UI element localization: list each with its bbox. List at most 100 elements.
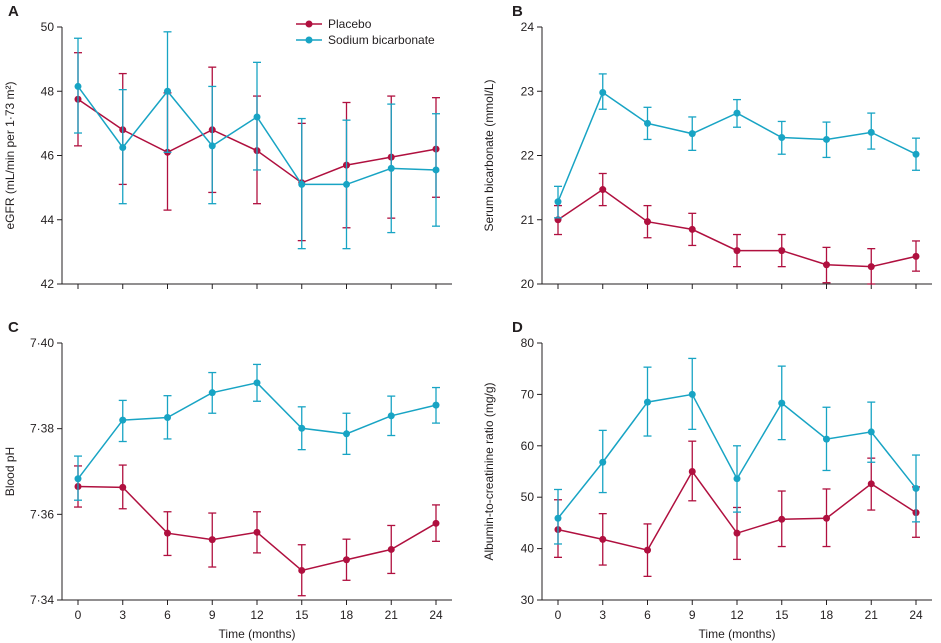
y-tick-label-a: 50 xyxy=(41,20,55,34)
panel-letter-b: B xyxy=(512,3,523,20)
y-tick-label-b: 24 xyxy=(521,20,535,34)
x-tick-label-c: 15 xyxy=(295,608,309,622)
data-point-placebo-c xyxy=(164,529,171,537)
data-point-placebo-b xyxy=(688,225,696,233)
y-tick-label-b: 23 xyxy=(521,84,535,98)
data-point-bicarbonate-a xyxy=(432,166,440,174)
x-tick-label-c: 12 xyxy=(250,608,264,622)
y-axis-title-c: Blood pH xyxy=(3,447,17,496)
data-point-placebo-b xyxy=(599,186,607,194)
data-point-placebo-b xyxy=(778,247,786,255)
data-point-bicarbonate-d xyxy=(778,399,786,407)
data-point-bicarbonate-c xyxy=(74,475,82,483)
data-point-bicarbonate-d xyxy=(599,458,607,466)
y-tick-label-c: 7·38 xyxy=(30,422,54,436)
data-point-bicarbonate-c xyxy=(253,379,261,387)
data-point-placebo-c xyxy=(343,556,350,564)
data-point-bicarbonate-a xyxy=(119,143,127,151)
y-tick-label-a: 48 xyxy=(41,84,55,98)
legend-swatch-marker-placebo xyxy=(305,20,313,28)
data-point-bicarbonate-a xyxy=(208,142,216,150)
x-tick-label-d: 6 xyxy=(644,608,651,622)
data-point-bicarbonate-d xyxy=(823,435,830,443)
data-point-bicarbonate-b xyxy=(554,198,562,206)
x-tick-label-c: 18 xyxy=(340,608,354,622)
x-axis-title-c: Time (months) xyxy=(219,627,296,641)
data-point-bicarbonate-c xyxy=(298,424,306,432)
x-tick-label-d: 0 xyxy=(555,608,562,622)
data-point-placebo-c xyxy=(253,528,261,536)
data-point-placebo-d xyxy=(733,529,741,537)
data-point-placebo-b xyxy=(867,263,875,271)
data-point-bicarbonate-b xyxy=(867,128,875,136)
x-axis-title-d: Time (months) xyxy=(699,627,776,641)
y-tick-label-b: 21 xyxy=(521,213,535,227)
panel-letter-c: C xyxy=(8,319,19,336)
panel-letter-d: D xyxy=(512,319,523,336)
data-point-bicarbonate-b xyxy=(644,119,651,127)
data-point-bicarbonate-c xyxy=(343,430,350,438)
y-axis-title-b: Serum bicarbonate (mmol/L) xyxy=(482,79,496,231)
data-point-placebo-b xyxy=(733,247,741,255)
data-point-placebo-c xyxy=(208,536,216,544)
x-tick-label-c: 21 xyxy=(385,608,399,622)
data-point-bicarbonate-b xyxy=(688,130,696,138)
y-tick-label-a: 46 xyxy=(41,149,55,163)
x-tick-label-d: 18 xyxy=(820,608,834,622)
data-point-placebo-d xyxy=(867,480,875,488)
data-point-bicarbonate-d xyxy=(912,484,920,492)
y-tick-label-d: 50 xyxy=(521,490,535,504)
data-point-placebo-c xyxy=(298,566,306,574)
data-point-placebo-d xyxy=(823,514,830,522)
panel-letter-a: A xyxy=(8,3,19,20)
y-axis-title-d: Albumin-to-creatinine ratio (mg/g) xyxy=(482,382,496,560)
data-point-bicarbonate-d xyxy=(867,428,875,436)
x-tick-label-c: 6 xyxy=(164,608,171,622)
data-point-placebo-b xyxy=(644,218,651,226)
data-point-bicarbonate-d xyxy=(554,514,562,522)
data-point-placebo-d xyxy=(778,515,786,523)
data-point-placebo-b xyxy=(823,261,830,269)
data-point-bicarbonate-d xyxy=(644,398,651,406)
data-point-bicarbonate-c xyxy=(119,416,127,424)
x-tick-label-d: 9 xyxy=(689,608,696,622)
y-tick-label-b: 20 xyxy=(521,277,535,291)
data-point-placebo-c xyxy=(432,519,440,527)
y-tick-label-c: 7·34 xyxy=(30,593,54,607)
data-point-bicarbonate-b xyxy=(733,109,741,117)
data-point-bicarbonate-c xyxy=(432,401,440,409)
data-point-bicarbonate-b xyxy=(599,89,607,97)
data-point-bicarbonate-a xyxy=(74,82,82,90)
y-tick-label-c: 7·36 xyxy=(30,507,54,521)
data-point-bicarbonate-d xyxy=(688,390,696,398)
y-tick-label-b: 22 xyxy=(521,149,535,163)
data-point-bicarbonate-b xyxy=(823,135,830,143)
legend-label-bicarbonate: Sodium bicarbonate xyxy=(328,33,435,47)
y-tick-label-d: 70 xyxy=(521,387,535,401)
y-tick-label-d: 60 xyxy=(521,439,535,453)
data-point-bicarbonate-d xyxy=(733,475,741,483)
data-point-bicarbonate-b xyxy=(912,150,920,158)
y-tick-label-c: 7·40 xyxy=(30,336,54,350)
y-tick-label-d: 40 xyxy=(521,542,535,556)
x-tick-label-d: 3 xyxy=(599,608,606,622)
data-point-bicarbonate-c xyxy=(208,389,216,397)
y-tick-label-d: 30 xyxy=(521,593,535,607)
y-axis-title-a: eGFR (mL/min per 1·73 m²) xyxy=(3,81,17,229)
data-point-placebo-d xyxy=(644,546,651,554)
data-point-bicarbonate-a xyxy=(298,180,306,188)
data-point-placebo-d xyxy=(599,535,607,543)
data-point-placebo-d xyxy=(688,468,696,475)
data-point-bicarbonate-c xyxy=(164,414,171,422)
data-point-bicarbonate-a xyxy=(164,87,171,95)
x-tick-label-c: 0 xyxy=(75,608,82,622)
x-tick-label-d: 15 xyxy=(775,608,789,622)
legend-swatch-marker-bicarbonate xyxy=(305,36,313,44)
x-tick-label-d: 21 xyxy=(865,608,879,622)
x-tick-label-c: 3 xyxy=(119,608,126,622)
y-tick-label-a: 42 xyxy=(41,277,55,291)
y-tick-label-d: 80 xyxy=(521,336,535,350)
data-point-bicarbonate-b xyxy=(778,134,786,142)
data-point-placebo-c xyxy=(119,483,127,491)
